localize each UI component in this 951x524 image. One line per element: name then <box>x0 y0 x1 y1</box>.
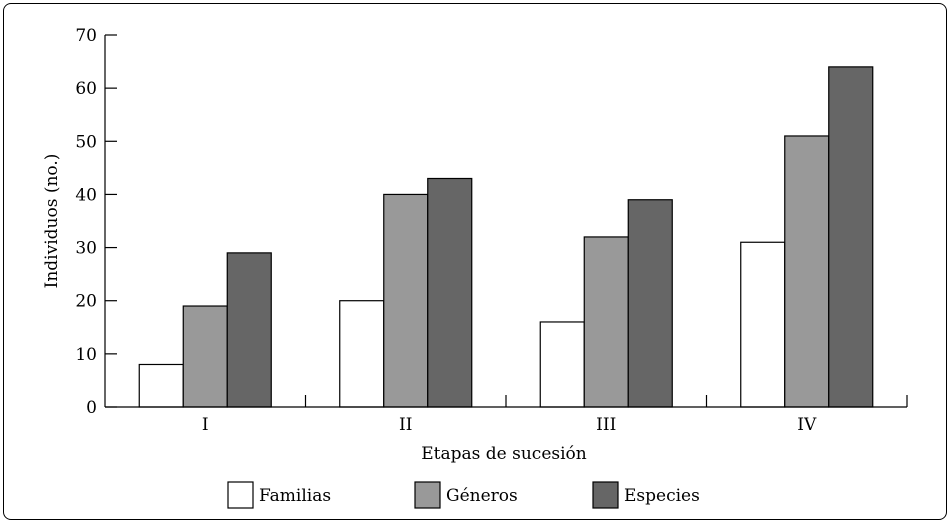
y-tick-label: 50 <box>75 132 97 152</box>
legend: Familias Géneros Especies <box>227 481 700 509</box>
y-tick-label: 20 <box>75 292 97 312</box>
bar-familias-i <box>138 363 184 408</box>
bar-géneros-ii <box>383 193 429 408</box>
x-tick-label: III <box>596 415 616 435</box>
bar-especies-iv <box>828 66 874 408</box>
bar-especies-i <box>226 252 272 408</box>
legend-label-familias: Familias <box>259 486 331 506</box>
x-tick-label: II <box>399 415 412 435</box>
x-ticks-group: I II III IV <box>202 395 908 435</box>
bar-especies-ii <box>427 177 473 408</box>
legend-label-especies: Especies <box>624 486 700 506</box>
legend-swatch-géneros <box>414 481 441 509</box>
legend-swatch-familias <box>227 481 254 509</box>
y-tick-label: 40 <box>75 185 97 205</box>
bars-group <box>138 66 874 408</box>
bar-géneros-iii <box>583 236 629 408</box>
legend-swatch-especies <box>592 481 619 509</box>
legend-label-géneros: Géneros <box>446 486 518 506</box>
y-tick-label: 70 <box>75 26 97 46</box>
x-tick-label: IV <box>797 415 817 435</box>
y-tick-label: 30 <box>75 239 97 259</box>
y-tick-label: 60 <box>75 79 97 99</box>
y-axis-title: Individuos (no.) <box>42 154 62 289</box>
bar-géneros-iv <box>784 135 830 408</box>
y-tick-label: 0 <box>86 398 97 418</box>
bar-familias-iv <box>740 241 786 408</box>
bar-familias-ii <box>339 300 385 408</box>
y-ticks-group: 0 10 20 30 40 50 60 70 <box>75 26 117 418</box>
bar-familias-iii <box>539 321 585 408</box>
x-axis-title: Etapas de sucesión <box>421 444 587 464</box>
y-tick-label: 10 <box>75 345 97 365</box>
bar-géneros-i <box>182 305 228 408</box>
x-tick-label: I <box>202 415 209 435</box>
bar-especies-iii <box>627 199 673 408</box>
